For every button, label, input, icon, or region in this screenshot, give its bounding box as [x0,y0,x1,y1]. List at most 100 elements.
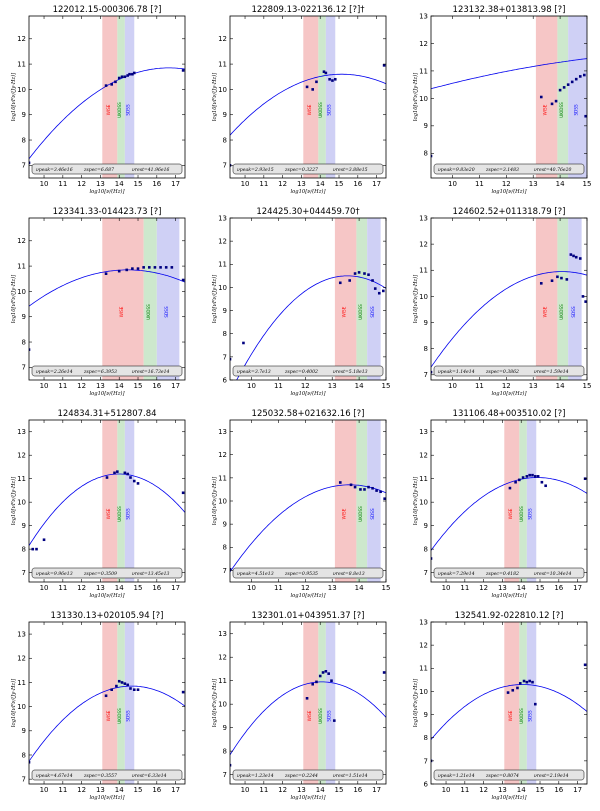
x-tick-label: 10 [241,786,250,794]
data-point [584,300,587,303]
stat-nu-peak: νpeak=9.83e20 [438,167,475,173]
data-point [539,95,543,99]
y-tick-label: 12 [17,35,26,43]
data-point [511,688,515,692]
y-tick-label: 10 [218,284,227,292]
data-point [578,75,582,78]
data-point [565,278,569,281]
data-point [338,281,342,285]
y-tick-label: 12 [218,451,227,459]
data-point [375,489,378,492]
y-tick-label: 9 [223,521,227,529]
y-axis-label: log10[νFν/(Jy·Hz)] [412,72,419,121]
band-sdss [526,420,537,582]
data-point [528,679,531,683]
x-tick-label: 12 [77,786,86,794]
band-wise [102,218,144,380]
band-wise [535,218,558,380]
stat-nu-rest: νrest=16.73e14 [132,369,170,375]
band-sdss [124,420,135,582]
x-tick-label: 17 [372,180,381,188]
y-tick-label: 12 [17,655,26,663]
x-tick-label: 14 [115,382,124,390]
y-tick-label: 11 [17,475,26,483]
data-point [382,64,386,67]
y-tick-label: 11 [218,677,227,685]
y-tick-label: 9 [223,111,227,119]
x-tick-label: 14 [355,584,364,592]
y-axis-label: log10[νFν/(Jy·Hz)] [10,678,17,727]
data-point [569,253,573,256]
band-label: WISE [543,306,548,317]
data-point [353,272,357,275]
data-point [544,484,547,488]
data-point [525,680,529,684]
y-tick-label: 10 [17,499,26,507]
data-point [534,702,537,706]
data-point [29,161,31,165]
y-tick-label: 13 [17,630,26,638]
y-tick-label: 9 [22,111,26,119]
panel-title: 122809.13-022136.12 [?]† [251,5,365,15]
band-ukidss [519,622,527,784]
x-axis-label: log10[ν/(Hz)] [492,592,528,599]
x-tick-label: 11 [259,786,268,794]
data-point [181,690,185,694]
band-label: SDSS [327,104,332,116]
data-point [117,76,121,80]
band-label: WISE [342,508,347,519]
data-point [31,547,35,551]
band-label: SDSS [370,306,375,318]
data-point [164,266,168,269]
data-point [560,276,563,280]
x-tick-label: 10 [448,382,457,390]
data-point [328,77,331,81]
band-label: UKIDSS [358,304,363,320]
data-point [126,472,129,476]
y-axis-label: log10[νFν/(Jy·Hz)] [211,274,218,323]
stats-box [31,163,183,175]
band-ukidss [557,16,569,178]
fit-curve [230,484,386,573]
x-tick-label: 13 [297,180,306,188]
x-axis-label: log10[ν/(Hz)] [90,390,126,397]
x-tick-label: 16 [353,180,362,188]
stat-z-spec: zspec=0.3862 [485,369,519,375]
data-point [123,682,127,685]
data-point [572,254,575,258]
y-tick-label: 10 [17,288,26,296]
x-tick-label: 17 [573,786,582,794]
x-tick-label: 17 [171,382,180,390]
band-label: SDSS [164,306,169,318]
y-tick-label: 7 [223,771,227,779]
y-tick-label: 13 [218,428,227,436]
stat-nu-peak: νpeak=9.96e13 [36,571,73,577]
stat-z-spec: zspec=6.3953 [83,369,117,375]
x-tick-label: 13 [96,382,105,390]
y-tick-label: 13 [419,214,428,222]
stat-nu-rest: νrest=8.8e13 [333,571,365,577]
data-point [230,567,232,571]
x-tick-label: 16 [152,786,161,794]
y-tick-label: 11 [218,474,227,482]
stat-nu-peak: νpeak=2.26e14 [36,369,73,375]
band-ukidss [356,420,368,582]
x-tick-label: 14 [316,786,325,794]
x-tick-label: 13 [328,382,337,390]
data-point [528,473,531,477]
y-tick-label: 11 [419,67,428,75]
band-wise [303,622,319,784]
stat-nu-rest: νrest=13.45e13 [132,571,170,577]
y-tick-label: 8 [22,751,26,759]
plot-frame [28,217,186,381]
x-tick-label: 16 [554,584,563,592]
x-tick-label: 12 [301,382,310,390]
data-point [142,266,145,269]
y-tick-label: 12 [17,452,26,460]
stat-z-spec: zspec=0.4182 [485,571,519,577]
y-tick-label: 11 [17,262,26,270]
data-point [170,266,174,269]
y-axis-label: log10[νFν/(Jy·Hz)] [10,476,17,525]
y-tick-label: 7 [22,569,26,577]
